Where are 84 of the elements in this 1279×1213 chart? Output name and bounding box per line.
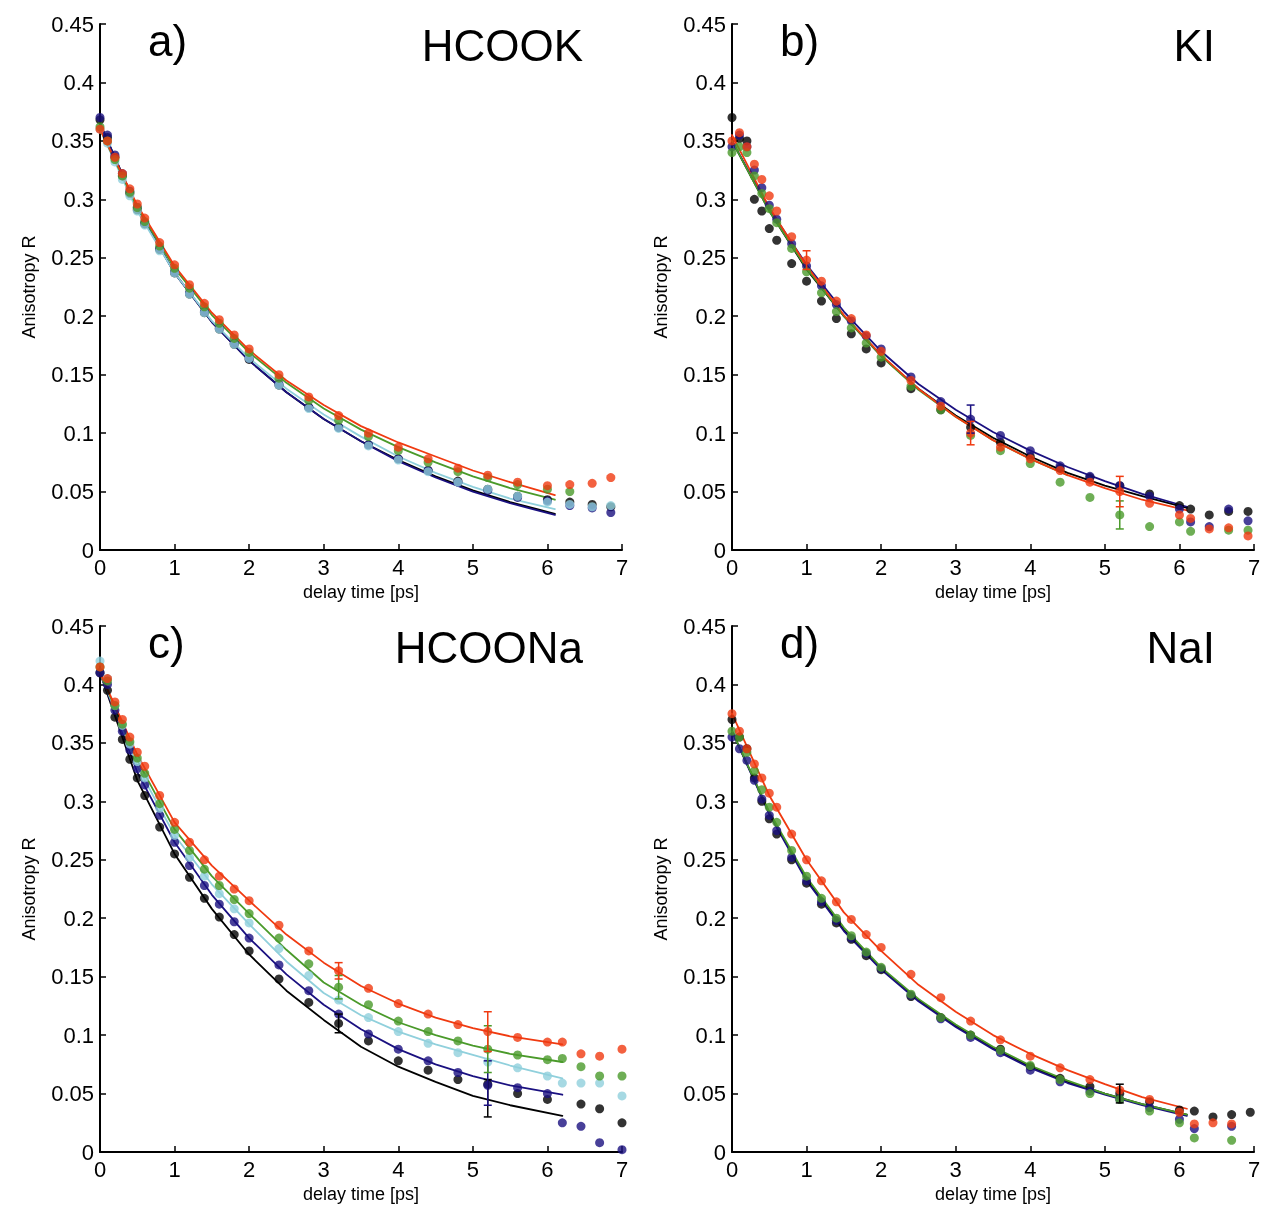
y-tick-label: 0.35	[51, 730, 94, 756]
y-axis-title: Anisotropy R	[19, 235, 39, 339]
y-tick-label: 0.1	[63, 1022, 94, 1048]
x-tick-label: 7	[615, 554, 629, 580]
y-tick-label: 0.4	[63, 671, 94, 697]
y-tick-label: 0	[713, 537, 726, 563]
x-axis-title: delay time [ps]	[934, 581, 1052, 602]
y-tick-label: 0.25	[683, 847, 726, 873]
x-tick-label: 5	[466, 1156, 479, 1182]
x-tick-label: 1	[800, 554, 813, 580]
x-tick-label: 5	[1098, 554, 1111, 580]
x-tick-label: 6	[1173, 1156, 1186, 1182]
y-tick-label: 0.25	[683, 245, 726, 271]
y-tick-label: 0.2	[63, 905, 94, 931]
y-tick-label: 0.35	[683, 730, 726, 756]
chart-title: HCOOK	[421, 20, 584, 70]
annotation: c)	[148, 617, 185, 667]
x-tick-label: 2	[875, 554, 888, 580]
y-tick-label: 0.35	[51, 128, 94, 154]
y-tick-label: 0.05	[51, 479, 94, 505]
y-tick-label: 0.05	[683, 479, 726, 505]
x-tick-label: 6	[1173, 554, 1186, 580]
x-tick-label: 3	[317, 1156, 330, 1182]
x-tick-label: 5	[1098, 1156, 1111, 1182]
x-tick-label: 7	[1247, 1156, 1261, 1182]
y-tick-label: 0.1	[63, 420, 94, 446]
x-tick-label: 4	[1024, 554, 1037, 580]
annotation: b)	[780, 15, 820, 65]
chart-title: NaI	[1146, 622, 1216, 672]
y-tick-label: 0.4	[63, 69, 94, 95]
x-tick-label: 2	[243, 1156, 256, 1182]
y-tick-label: 0.15	[683, 964, 726, 990]
x-tick-label: 6	[541, 1156, 554, 1182]
x-tick-label: 3	[949, 554, 962, 580]
y-tick-label: 0.2	[63, 303, 94, 329]
y-tick-label: 0.25	[51, 847, 94, 873]
y-tick-label: 0.4	[695, 69, 726, 95]
x-tick-label: 4	[392, 554, 405, 580]
chart-title: KI	[1173, 20, 1216, 70]
y-tick-label: 0.4	[695, 671, 726, 697]
y-tick-label: 0.3	[63, 186, 94, 212]
x-tick-label: 1	[168, 1156, 181, 1182]
x-tick-label: 3	[317, 554, 330, 580]
x-tick-label: 5	[466, 554, 479, 580]
y-tick-label: 0.3	[695, 788, 726, 814]
y-tick-label: 0.45	[683, 613, 726, 639]
x-tick-label: 1	[168, 554, 181, 580]
x-axis-title: delay time [ps]	[302, 1183, 420, 1204]
y-tick-label: 0	[81, 1139, 94, 1165]
y-tick-label: 0.15	[683, 362, 726, 388]
y-tick-label: 0	[81, 537, 94, 563]
y-tick-label: 0.45	[683, 11, 726, 37]
x-tick-label: 2	[875, 1156, 888, 1182]
chart-title: HCOONa	[394, 622, 584, 672]
annotation: d)	[780, 617, 820, 667]
y-tick-label: 0.05	[51, 1081, 94, 1107]
x-tick-label: 4	[392, 1156, 405, 1182]
y-tick-label: 0.45	[51, 613, 94, 639]
y-tick-label: 0.15	[51, 362, 94, 388]
y-tick-label: 0.3	[695, 186, 726, 212]
y-axis-title: Anisotropy R	[19, 837, 39, 941]
x-tick-label: 4	[1024, 1156, 1037, 1182]
y-axis-title: Anisotropy R	[651, 837, 671, 941]
x-tick-label: 6	[541, 554, 554, 580]
y-tick-label: 0.3	[63, 788, 94, 814]
y-tick-label: 0.35	[683, 128, 726, 154]
x-tick-label: 1	[800, 1156, 813, 1182]
annotation: a)	[148, 15, 188, 65]
x-axis-title: delay time [ps]	[302, 581, 420, 602]
x-tick-label: 7	[615, 1156, 629, 1182]
y-tick-label: 0.2	[695, 905, 726, 931]
x-axis-title: delay time [ps]	[934, 1183, 1052, 1204]
y-axis-title: Anisotropy R	[651, 235, 671, 339]
y-tick-label: 0.1	[695, 1022, 726, 1048]
y-tick-label: 0.1	[695, 420, 726, 446]
x-tick-label: 7	[1247, 554, 1261, 580]
x-tick-label: 3	[949, 1156, 962, 1182]
y-tick-label: 0.2	[695, 303, 726, 329]
x-tick-label: 2	[243, 554, 256, 580]
y-tick-label: 0.25	[51, 245, 94, 271]
y-tick-label: 0.05	[683, 1081, 726, 1107]
y-tick-label: 0	[713, 1139, 726, 1165]
y-tick-label: 0.15	[51, 964, 94, 990]
y-tick-label: 0.45	[51, 11, 94, 37]
